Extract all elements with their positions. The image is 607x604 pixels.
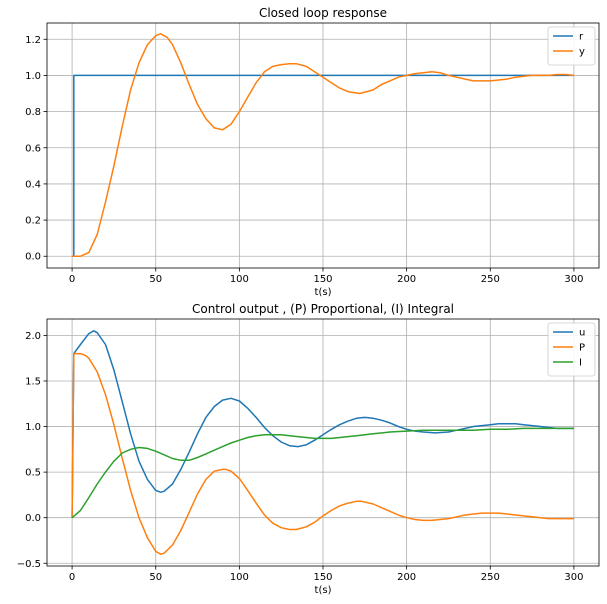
legend-label: r: [579, 32, 584, 43]
x-axis-label: t(s): [315, 585, 332, 596]
x-tick-label: 150: [313, 274, 332, 285]
series-lines: [71, 330, 574, 555]
x-tick-label: 100: [230, 274, 249, 285]
series-line-p: [71, 352, 574, 555]
y-tick-label: 0.6: [25, 143, 41, 154]
y-tick-label: 1.2: [25, 35, 41, 46]
legend: uPI: [547, 322, 596, 377]
y-tick-label: 0.5: [25, 468, 41, 479]
x-ticks: 0 50 100 150 200 250 300: [69, 268, 583, 285]
x-tick-label: 250: [481, 274, 500, 285]
x-tick-label: 300: [564, 274, 583, 285]
series-line-i: [71, 427, 574, 519]
x-tick-label: 0: [69, 572, 75, 583]
chart-control-output: Control output , (P) Proportional, (I) I…: [17, 302, 600, 596]
x-tick-label: 100: [230, 572, 249, 583]
y-ticks: −0.5 0.0 0.5 1.0 1.5 2.0: [17, 331, 47, 570]
x-tick-label: 50: [149, 572, 162, 583]
legend-box: [547, 322, 596, 377]
legend-label: P: [579, 343, 585, 354]
legend-label: y: [579, 47, 585, 58]
x-tick-label: 200: [397, 572, 416, 583]
chart-title: Control output , (P) Proportional, (I) I…: [192, 302, 454, 316]
y-tick-label: 0.8: [25, 107, 41, 118]
grid-lines: [47, 319, 599, 566]
y-tick-label: 0.2: [25, 216, 41, 227]
y-tick-label: 1.0: [25, 422, 41, 433]
x-ticks: 0 50 100 150 200 250 300: [69, 566, 583, 583]
chart-title: Closed loop response: [259, 6, 387, 20]
x-tick-label: 50: [149, 274, 162, 285]
x-tick-label: 300: [564, 572, 583, 583]
y-tick-label: 2.0: [25, 331, 41, 342]
chart-closed-loop-response: Closed loop response 0 50 100 150 200 250 300 …: [25, 6, 600, 298]
legend-label: u: [579, 328, 585, 339]
y-tick-label: 1.5: [25, 376, 41, 387]
legend: ry: [547, 26, 596, 66]
y-tick-label: 1.0: [25, 71, 41, 82]
y-tick-label: 0.4: [25, 179, 41, 190]
x-tick-label: 200: [397, 274, 416, 285]
series-lines: [72, 33, 574, 257]
legend-label: I: [579, 358, 582, 369]
series-line-u: [71, 330, 574, 518]
x-axis-label: t(s): [315, 287, 332, 298]
legend-box: [547, 26, 596, 66]
x-tick-label: 250: [481, 572, 500, 583]
y-tick-label: 0.0: [25, 252, 41, 263]
x-tick-label: 0: [69, 274, 75, 285]
x-tick-label: 150: [313, 572, 332, 583]
series-line-y: [72, 33, 574, 257]
y-ticks: 0.0 0.2 0.4 0.6 0.8 1.0 1.2: [25, 35, 47, 263]
y-tick-label: 0.0: [25, 513, 41, 524]
y-tick-label: −0.5: [17, 559, 41, 570]
